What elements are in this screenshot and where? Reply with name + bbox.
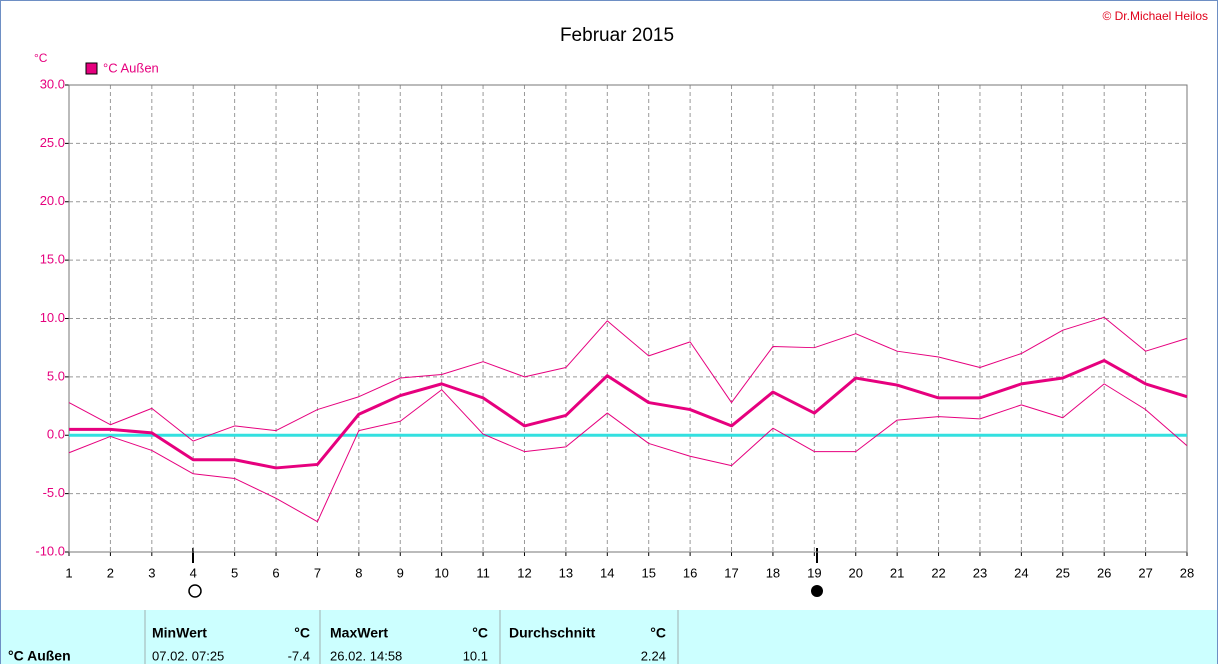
summary-header: Durchschnitt bbox=[509, 625, 596, 641]
x-tick-label: 22 bbox=[931, 565, 945, 580]
x-tick-label: 11 bbox=[476, 565, 490, 580]
x-tick-label: 6 bbox=[272, 565, 279, 580]
data-line bbox=[68, 383, 1188, 523]
y-tick-label: -10.0 bbox=[35, 543, 65, 558]
y-tick-label: 15.0 bbox=[40, 252, 65, 267]
summary-cell: 10.1 bbox=[463, 648, 488, 663]
summary-header: °C bbox=[472, 625, 488, 641]
data-line bbox=[68, 316, 1188, 442]
summary-header: MinWert bbox=[152, 625, 207, 641]
summary-dividers bbox=[144, 610, 679, 664]
x-tick-label: 1 bbox=[65, 565, 72, 580]
summary-cell: 2.24 bbox=[641, 648, 666, 663]
y-tick-label: -5.0 bbox=[43, 485, 65, 500]
y-tick-label: 5.0 bbox=[47, 368, 65, 383]
summary-cell: 26.02. 14:58 bbox=[330, 648, 402, 663]
x-tick-label: 19 bbox=[807, 565, 821, 580]
y-axis-label: °C bbox=[34, 51, 48, 65]
x-tick-label: 28 bbox=[1180, 565, 1194, 580]
x-tick-label: 27 bbox=[1138, 565, 1152, 580]
x-tick-label: 4 bbox=[190, 565, 197, 580]
x-tick-label: 26 bbox=[1097, 565, 1111, 580]
x-tick-label: 18 bbox=[766, 565, 780, 580]
x-tick-label: 14 bbox=[600, 565, 614, 580]
x-tick-label: 3 bbox=[148, 565, 155, 580]
x-tick-label: 10 bbox=[434, 565, 448, 580]
x-tick-label: 7 bbox=[314, 565, 321, 580]
x-tick-label: 17 bbox=[724, 565, 738, 580]
y-tick-label: 10.0 bbox=[40, 310, 65, 325]
x-tick-label: 2 bbox=[107, 565, 114, 580]
legend-label: °C Außen bbox=[103, 60, 159, 75]
y-tick-label: 30.0 bbox=[40, 76, 65, 91]
x-tick-label: 23 bbox=[973, 565, 987, 580]
summary-header: MaxWert bbox=[330, 625, 388, 641]
x-tick-label: 5 bbox=[231, 565, 238, 580]
x-tick-label: 25 bbox=[1056, 565, 1070, 580]
summary-panel bbox=[1, 610, 1217, 664]
plot-frame bbox=[68, 84, 1188, 553]
summary-cell: 07.02. 07:25 bbox=[152, 648, 224, 663]
x-tick-label: 9 bbox=[397, 565, 404, 580]
x-tick-label: 12 bbox=[517, 565, 531, 580]
x-tick-label: 15 bbox=[641, 565, 655, 580]
chart-title: Februar 2015 bbox=[560, 25, 674, 46]
y-tick-label: 0.0 bbox=[47, 427, 65, 442]
summary-header: °C bbox=[650, 625, 666, 641]
y-tick-label: 20.0 bbox=[40, 193, 65, 208]
summary-cell: -7.4 bbox=[288, 648, 310, 663]
x-tick-label: 20 bbox=[849, 565, 863, 580]
y-tick-label: 25.0 bbox=[40, 135, 65, 150]
legend-swatch bbox=[85, 62, 98, 75]
x-tick-label: 13 bbox=[559, 565, 573, 580]
x-tick-label: 24 bbox=[1014, 565, 1028, 580]
summary-row-label: °C Außen bbox=[8, 648, 71, 664]
summary-header: °C bbox=[294, 625, 310, 641]
x-tick-label: 8 bbox=[355, 565, 362, 580]
data-line bbox=[69, 359, 1188, 470]
x-tick-label: 16 bbox=[683, 565, 697, 580]
credit: © Dr.Michael Heilos bbox=[1102, 9, 1208, 23]
x-tick-label: 21 bbox=[890, 565, 904, 580]
